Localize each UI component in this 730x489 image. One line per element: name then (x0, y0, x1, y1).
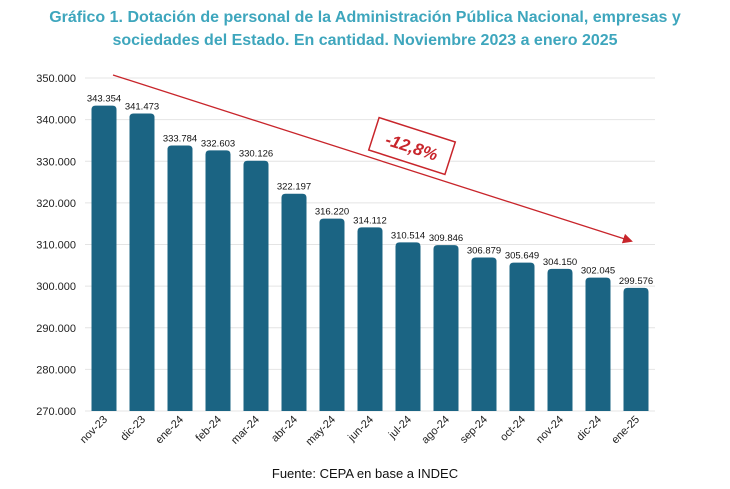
y-tick-label: 320.000 (36, 198, 76, 210)
bars (91, 105, 649, 412)
bar-ene-24 (167, 145, 193, 412)
value-label: 302.045 (581, 266, 615, 277)
value-label: 310.514 (391, 230, 425, 241)
x-tick-label: nov-23 (78, 414, 110, 446)
x-tick-label: feb-24 (194, 414, 225, 445)
bar-abr-24 (281, 193, 307, 411)
value-label: 316.220 (315, 207, 349, 218)
value-label: 305.649 (505, 251, 539, 262)
value-label: 330.126 (239, 149, 273, 160)
value-label: 333.784 (163, 133, 197, 144)
y-tick-label: 280.000 (36, 364, 76, 376)
x-tick-label: jun-24 (345, 414, 376, 445)
x-tick-label: oct-24 (498, 414, 528, 444)
bar-jul-24 (395, 242, 421, 411)
chart-title: Gráfico 1. Dotación de personal de la Ad… (0, 6, 730, 52)
x-tick-label: dic-24 (574, 414, 604, 444)
y-tick-label: 290.000 (36, 323, 76, 335)
trend-arrow (112, 74, 633, 244)
bar-sep-24 (471, 257, 497, 411)
y-tick-label: 300.000 (36, 281, 76, 293)
value-label: 306.879 (467, 245, 501, 256)
chart-title-line-1: Gráfico 1. Dotación de personal de la Ad… (49, 9, 681, 26)
x-tick-label: dic-23 (118, 414, 148, 444)
bar-oct-24 (509, 262, 535, 411)
x-tick-label: jul-24 (386, 414, 414, 442)
y-tick-label: 340.000 (36, 115, 76, 127)
bar-may-24 (319, 218, 345, 411)
x-tick-label: ene-24 (153, 414, 186, 447)
value-label: 322.197 (277, 182, 311, 193)
bar-nov-23 (91, 105, 117, 412)
value-label: 309.846 (429, 233, 463, 244)
y-tick-label: 350.000 (36, 73, 76, 85)
bar-feb-24 (205, 150, 231, 411)
value-label: 341.473 (125, 101, 159, 112)
x-tick-label: ene-25 (609, 414, 642, 447)
y-tick-label: 270.000 (36, 406, 76, 418)
bar-jun-24 (357, 227, 383, 411)
x-tick-label: mar-24 (229, 414, 262, 447)
x-tick-label: sep-24 (458, 414, 490, 446)
bar-ago-24 (433, 245, 459, 411)
value-label: 343.354 (87, 94, 121, 105)
value-label: 299.576 (619, 276, 653, 287)
bar-ene-25 (623, 287, 649, 411)
x-tick-label: abr-24 (269, 414, 300, 445)
value-label: 304.150 (543, 257, 577, 268)
value-label: 332.603 (201, 138, 235, 149)
y-tick-label: 330.000 (36, 156, 76, 168)
x-tick-label: ago-24 (419, 414, 452, 447)
y-axis-ticks: 270.000 280.000 290.000 300.000 310.000 320.0… (36, 73, 76, 418)
bar-mar-24 (243, 160, 269, 411)
bar-nov-24 (547, 268, 573, 411)
value-label: 314.112 (353, 215, 387, 226)
bar-dic-23 (129, 113, 155, 411)
value-labels: 343.354 341.473 333.784 332.603 330.126 322.1… (87, 94, 653, 287)
bar-dic-24 (585, 277, 611, 411)
x-tick-label: nov-24 (534, 414, 566, 446)
x-axis-ticks: nov-23 dic-23 ene-24 feb-24 mar-24 abr-24 may-… (78, 414, 642, 448)
x-tick-label: may-24 (304, 414, 338, 448)
source-note: Fuente: CEPA en base a INDEC (271, 466, 459, 481)
chart-title-line-2: sociedades del Estado. En cantidad. Novi… (112, 32, 618, 49)
y-tick-label: 310.000 (36, 240, 76, 252)
change-badge: -12,8% (367, 116, 457, 176)
